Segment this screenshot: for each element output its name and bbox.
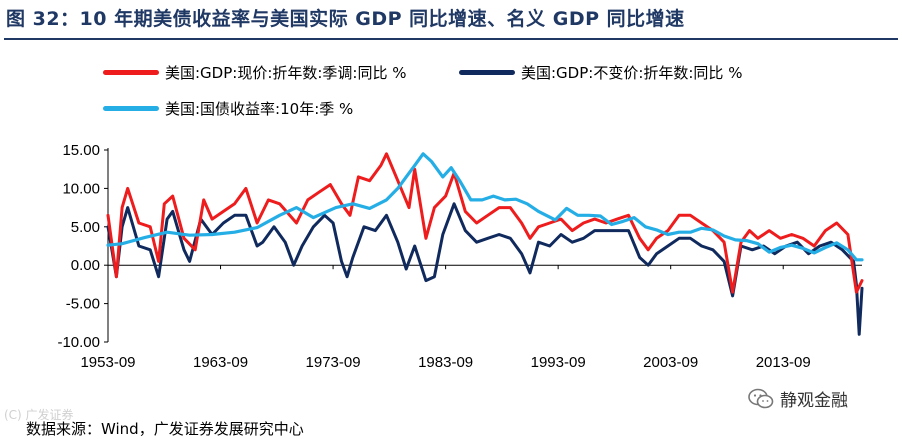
legend-item-real: 美国:GDP:不变价:折年数:同比 % bbox=[459, 62, 742, 83]
y-tick-label: 15.00 bbox=[62, 142, 100, 159]
legend-swatch-yield bbox=[103, 106, 159, 111]
series-line-real bbox=[106, 202, 864, 336]
legend-label-yield: 美国:国债收益率:10年:季 % bbox=[165, 100, 354, 118]
watermark-text: (C) 广发证券 bbox=[4, 408, 74, 422]
legend-item-nominal: 美国:GDP:现价:折年数:季调:同比 % bbox=[103, 62, 407, 83]
y-tick-label: 0.00 bbox=[71, 257, 100, 274]
brand-badge: 静观金融 bbox=[748, 386, 848, 411]
series-line-yield bbox=[106, 152, 864, 262]
wechat-icon bbox=[748, 388, 774, 408]
y-tick-label: 5.00 bbox=[71, 219, 100, 236]
x-tick-label: 2013-09 bbox=[756, 354, 811, 371]
y-tick-label: -5.00 bbox=[66, 296, 100, 313]
x-tick-label: 2003-09 bbox=[643, 354, 698, 371]
legend-swatch-real bbox=[459, 70, 515, 75]
series-line-nominal bbox=[106, 152, 864, 294]
chart-title: 图 32：10 年期美债收益率与美国实际 GDP 同比增速、名义 GDP 同比增… bbox=[6, 8, 685, 30]
brand-name: 静观金融 bbox=[780, 391, 848, 411]
y-tick-label: -10.00 bbox=[57, 334, 100, 351]
x-tick-label: 1993-09 bbox=[531, 354, 586, 371]
legend-item-yield: 美国:国债收益率:10年:季 % bbox=[103, 98, 353, 119]
title-underline bbox=[4, 38, 898, 40]
legend-label-real: 美国:GDP:不变价:折年数:同比 % bbox=[521, 64, 743, 82]
x-tick-label: 1983-09 bbox=[418, 354, 473, 371]
source-note: 数据来源：Wind，广发证券发展研究中心 bbox=[26, 420, 304, 438]
y-tick-label: 10.00 bbox=[62, 180, 100, 197]
x-tick-label: 1953-09 bbox=[80, 354, 135, 371]
legend-label-nominal: 美国:GDP:现价:折年数:季调:同比 % bbox=[165, 64, 407, 82]
x-tick-label: 1963-09 bbox=[193, 354, 248, 371]
x-tick-label: 1973-09 bbox=[306, 354, 361, 371]
legend-swatch-nominal bbox=[103, 70, 159, 75]
